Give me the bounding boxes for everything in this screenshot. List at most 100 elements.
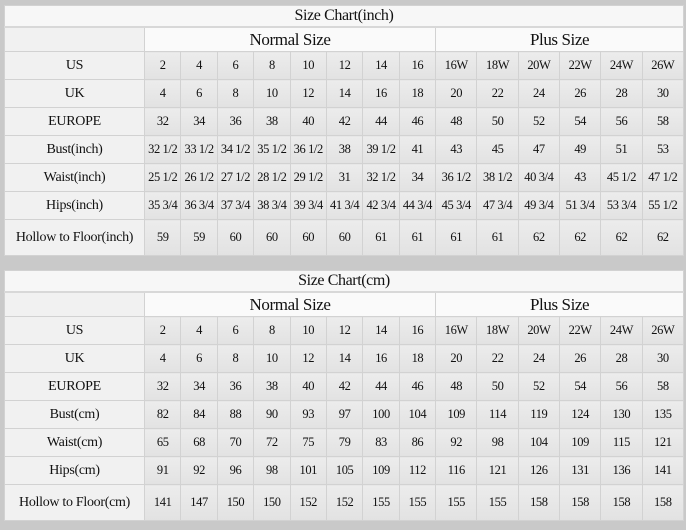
size-value-cell: 18W — [476, 51, 519, 80]
size-value-cell: 59 — [180, 219, 218, 256]
row-label: EUROPE — [4, 372, 145, 401]
size-value-cell: 16W — [435, 51, 478, 80]
size-value-cell: 135 — [641, 400, 685, 429]
row-label: UK — [4, 344, 145, 373]
size-value-cell: 96 — [216, 456, 255, 485]
size-value-cell: 4 — [180, 316, 218, 345]
size-value-cell: 16 — [362, 79, 400, 108]
size-value-cell: 41 — [398, 135, 437, 164]
size-value-cell: 24 — [517, 344, 561, 373]
size-value-cell: 58 — [641, 107, 684, 136]
size-value-cell: 155 — [435, 484, 478, 521]
size-value-cell: 34 — [398, 163, 437, 192]
size-value-cell: 8 — [216, 344, 255, 373]
size-value-cell: 38 3/4 — [253, 191, 291, 220]
size-value-cell: 42 — [325, 372, 364, 401]
size-value-cell: 101 — [289, 456, 327, 485]
size-value-cell: 68 — [180, 428, 218, 457]
size-value-cell: 36 3/4 — [180, 191, 218, 220]
size-value-cell: 45 3/4 — [435, 191, 478, 220]
size-value-cell: 116 — [435, 456, 478, 485]
row-label: Hips(inch) — [4, 191, 145, 220]
blank-cell — [4, 291, 145, 317]
size-value-cell: 126 — [517, 456, 561, 485]
size-value-cell: 14 — [362, 51, 400, 80]
row-label: Hips(cm) — [4, 456, 145, 485]
size-value-cell: 24 — [517, 79, 561, 108]
row-label: US — [4, 316, 145, 345]
size-value-cell: 56 — [600, 107, 643, 136]
size-table: Size Chart(inch) Normal Size Plus Size US 2 4… — [4, 5, 684, 256]
size-value-cell: 130 — [600, 400, 643, 429]
size-value-cell: 60 — [289, 219, 327, 256]
size-value-cell: 50 — [476, 107, 519, 136]
table-row: Waist(inch) 25 1/2 26 1/2 27 1/2 28 1/2 29 1/… — [4, 163, 684, 192]
size-value-cell: 79 — [325, 428, 364, 457]
size-value-cell: 51 — [600, 135, 643, 164]
size-value-cell: 41 3/4 — [325, 191, 364, 220]
size-value-cell: 34 1/2 — [216, 135, 255, 164]
size-value-cell: 72 — [253, 428, 291, 457]
size-value-cell: 36 1/2 — [435, 163, 478, 192]
size-value-cell: 27 1/2 — [216, 163, 255, 192]
size-value-cell: 10 — [289, 51, 327, 80]
size-value-cell: 88 — [216, 400, 255, 429]
size-value-cell: 32 — [143, 107, 182, 136]
table-row: US 2 4 6 8 10 12 14 16 16W 18W 20W 22W 24W 26W — [4, 316, 685, 345]
size-value-cell: 150 — [216, 484, 255, 521]
table-row: US 2 4 6 8 10 12 14 16 16W 18W 20W 22W 24W 26W — [4, 51, 684, 80]
row-label: EUROPE — [4, 107, 145, 136]
size-value-cell: 51 3/4 — [559, 191, 602, 220]
size-value-cell: 36 — [216, 372, 255, 401]
size-value-cell: 49 — [559, 135, 602, 164]
size-value-cell: 62 — [641, 219, 684, 256]
size-value-cell: 98 — [253, 456, 291, 485]
size-value-cell: 30 — [641, 79, 684, 108]
size-value-cell: 60 — [253, 219, 291, 256]
table-row: Bust(inch) 32 1/2 33 1/2 34 1/2 35 1/2 36 1/2… — [4, 135, 684, 164]
size-value-cell: 35 3/4 — [143, 191, 182, 220]
size-value-cell: 10 — [289, 316, 327, 345]
size-value-cell: 150 — [253, 484, 291, 521]
size-value-cell: 91 — [143, 456, 182, 485]
size-value-cell: 84 — [180, 400, 218, 429]
size-value-cell: 33 1/2 — [180, 135, 218, 164]
size-value-cell: 38 — [253, 107, 291, 136]
size-value-cell: 38 — [325, 135, 364, 164]
size-chart-cm: Size Chart(cm) Normal Size Plus Size US 2 4 6 8… — [3, 270, 685, 521]
size-value-cell: 82 — [143, 400, 182, 429]
size-value-cell: 6 — [180, 344, 218, 373]
size-value-cell: 52 — [517, 372, 561, 401]
size-value-cell: 18 — [398, 79, 437, 108]
size-value-cell: 32 1/2 — [362, 163, 400, 192]
size-value-cell: 26 1/2 — [180, 163, 218, 192]
size-value-cell: 47 — [517, 135, 561, 164]
size-value-cell: 14 — [325, 344, 364, 373]
size-value-cell: 48 — [435, 372, 478, 401]
size-value-cell: 141 — [641, 456, 685, 485]
size-value-cell: 53 3/4 — [600, 191, 643, 220]
size-value-cell: 104 — [517, 428, 561, 457]
size-value-cell: 54 — [559, 372, 602, 401]
size-value-cell: 20 — [435, 79, 478, 108]
size-value-cell: 43 — [435, 135, 478, 164]
size-value-cell: 83 — [362, 428, 400, 457]
size-value-cell: 37 3/4 — [216, 191, 255, 220]
size-value-cell: 47 3/4 — [476, 191, 519, 220]
size-value-cell: 75 — [289, 428, 327, 457]
size-value-cell: 44 — [362, 107, 400, 136]
size-value-cell: 158 — [517, 484, 561, 521]
size-value-cell: 16W — [435, 316, 478, 345]
size-value-cell: 8 — [253, 51, 291, 80]
size-value-cell: 4 — [143, 344, 182, 373]
row-label: US — [4, 51, 145, 80]
size-value-cell: 42 3/4 — [362, 191, 400, 220]
size-value-cell: 104 — [398, 400, 437, 429]
size-value-cell: 152 — [289, 484, 327, 521]
blank-cell — [4, 26, 145, 52]
chart-title: Size Chart(cm) — [3, 270, 685, 293]
size-value-cell: 28 — [600, 79, 643, 108]
size-value-cell: 124 — [559, 400, 602, 429]
size-value-cell: 6 — [216, 316, 255, 345]
row-label: Waist(cm) — [4, 428, 145, 457]
